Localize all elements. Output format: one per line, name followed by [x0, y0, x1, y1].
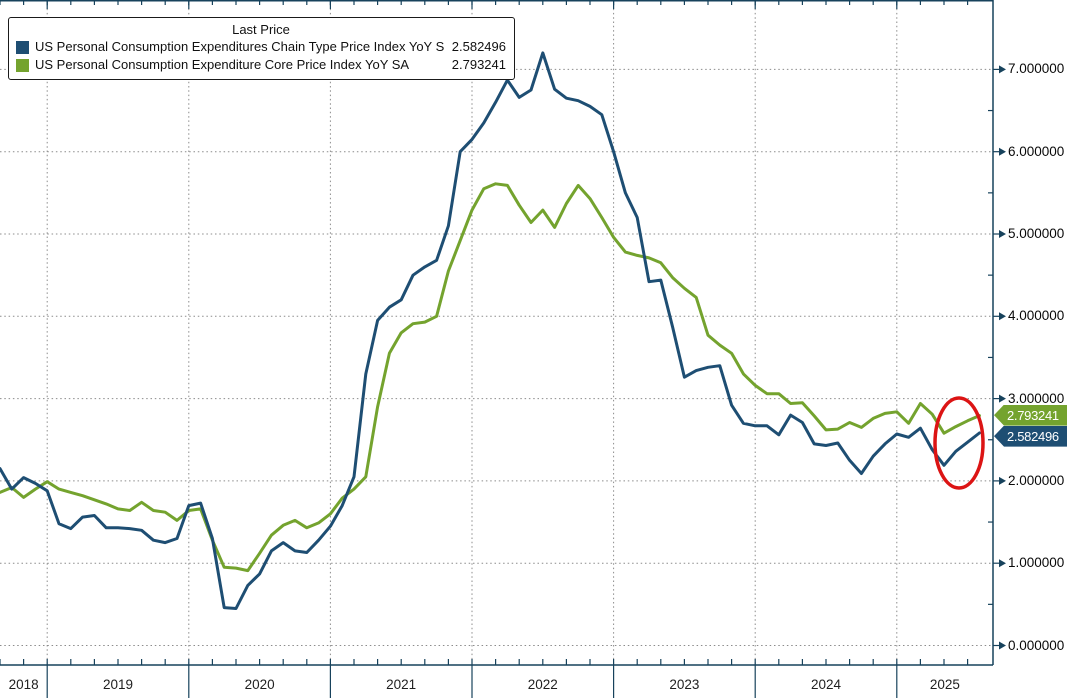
headline-pce-line	[0, 51, 981, 610]
y-axis-tick-label: 5.000000	[1008, 226, 1065, 241]
x-axis-year-label: 2019	[102, 677, 133, 692]
headline-pce-label: US Personal Consumption Expenditures Cha…	[35, 39, 444, 54]
y-axis-tick-label: 4.000000	[1008, 308, 1065, 324]
y-tick-arrow-icon	[999, 65, 1006, 74]
x-axis-year-label: 2022	[527, 677, 558, 692]
y-axis-tick-label: 2.000000	[1008, 472, 1065, 488]
y-tick-arrow-icon	[999, 312, 1006, 321]
y-axis-tick-label: 3.000000	[1008, 390, 1065, 406]
legend-item-headline-pce: US Personal Consumption Expenditures Cha…	[16, 38, 506, 56]
y-tick-arrow-icon	[999, 147, 1006, 156]
headline-pce-swatch	[16, 40, 29, 54]
headline-pce-axis-badge: 2.582496	[994, 425, 1067, 447]
legend-title: Last Price	[232, 22, 290, 37]
y-tick-arrow-icon	[999, 476, 1006, 485]
x-axis-year-label: 2025	[929, 677, 960, 692]
core-pce-label: US Personal Consumption Expenditure Core…	[35, 57, 410, 72]
x-axis-year-label: 2021	[386, 677, 417, 692]
y-tick-arrow-icon	[999, 230, 1006, 238]
y-tick-arrow-icon	[999, 394, 1006, 403]
x-axis-year-label: 2023	[669, 677, 700, 692]
y-tick-arrow-icon	[999, 641, 1006, 650]
headline-pce-last-price: 2.582496	[451, 39, 506, 54]
y-axis-tick-label: 0.000000	[1008, 637, 1065, 653]
core-pce-axis-badge: 2.793241	[994, 404, 1067, 426]
x-axis-year-label: 2020	[244, 677, 275, 692]
y-axis-tick-label: 7.000000	[1008, 61, 1065, 77]
highlight-ellipse	[933, 396, 985, 490]
core-pce-swatch	[16, 58, 29, 72]
x-axis-year-label: 2018	[8, 677, 39, 692]
y-axis-tick-label: 6.000000	[1008, 143, 1065, 159]
x-axis-year-label: 2024	[810, 677, 841, 692]
core-pce-line	[0, 182, 981, 573]
y-tick-arrow-icon	[999, 559, 1006, 568]
y-axis-tick-label: 1.000000	[1008, 555, 1065, 571]
chart-legend: Last Price US Personal Consumption Expen…	[8, 17, 515, 80]
core-pce-last-price: 2.793241	[451, 57, 506, 72]
legend-item-core-pce: US Personal Consumption Expenditure Core…	[16, 56, 506, 74]
